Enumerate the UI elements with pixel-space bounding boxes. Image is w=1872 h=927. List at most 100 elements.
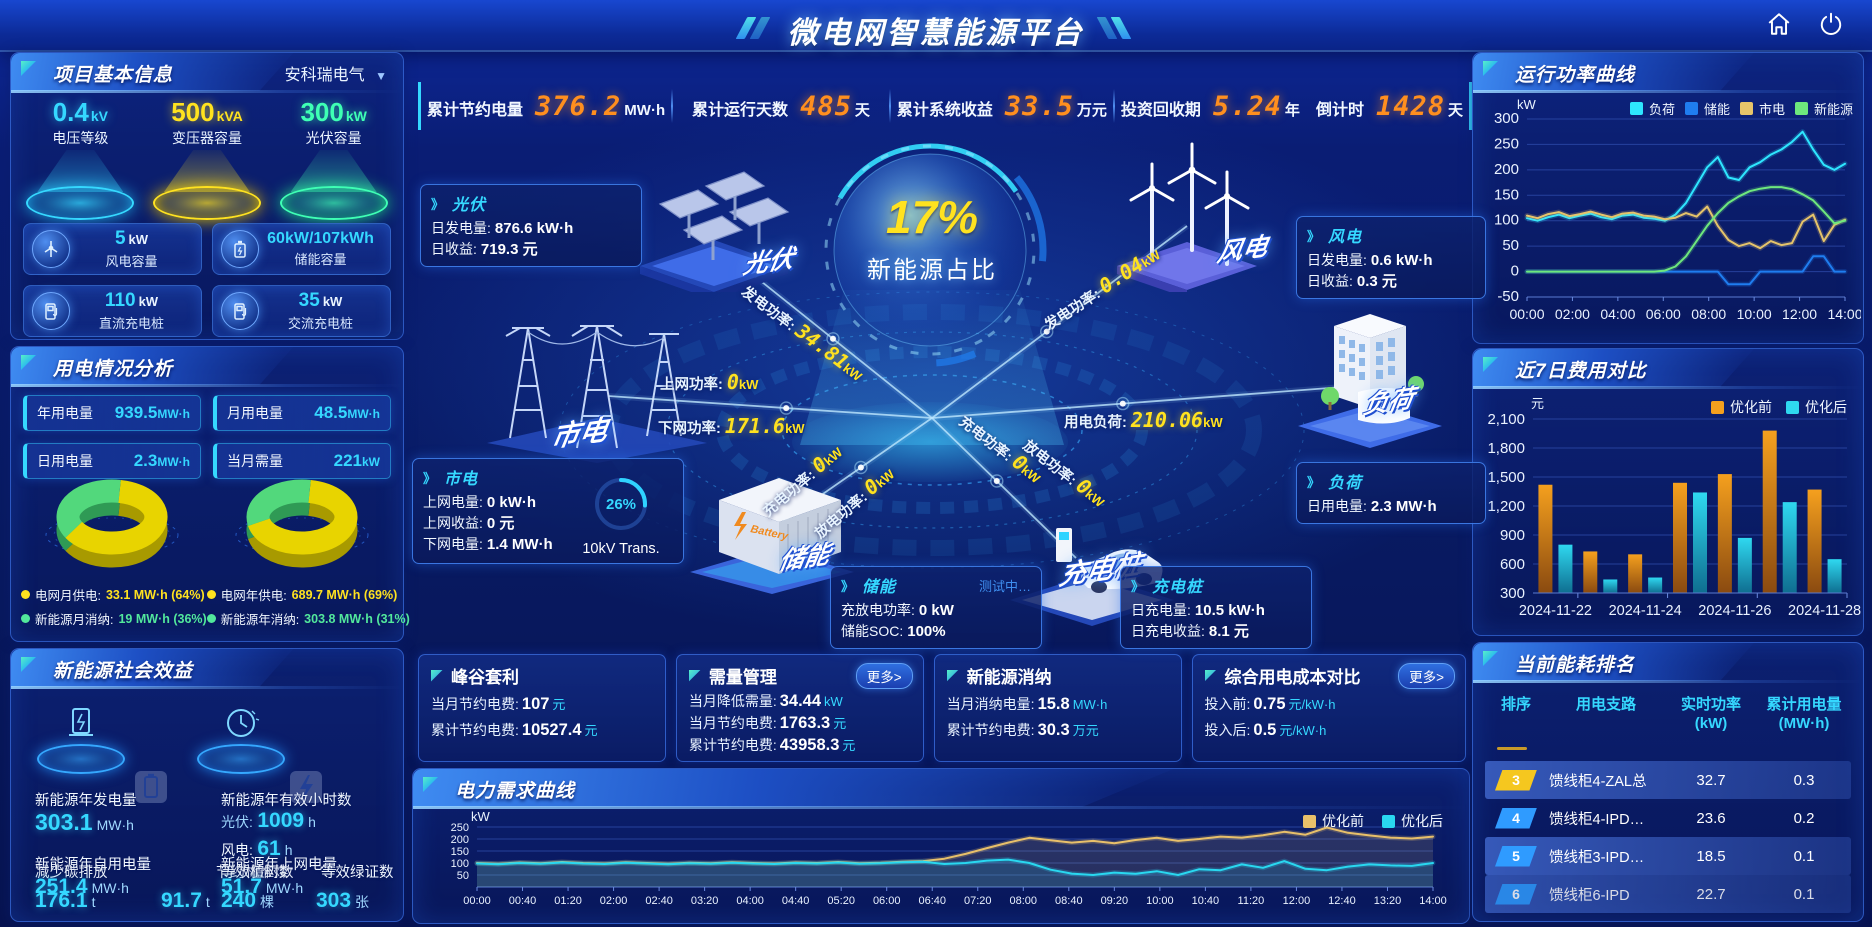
legend-item[interactable]: 负荷	[1629, 99, 1675, 118]
company-select[interactable]: 安科瑞电气 ▼	[285, 61, 387, 85]
svg-text:100: 100	[1494, 212, 1519, 229]
svg-text:10:40: 10:40	[1192, 895, 1220, 907]
legend-item[interactable]: 优化后	[1786, 397, 1847, 417]
legend-label: 优化前	[1322, 813, 1364, 829]
svg-text:01:20: 01:20	[554, 895, 582, 907]
legend-label: 负荷	[1648, 102, 1675, 117]
y-axis-label: kW	[471, 809, 490, 824]
value: 176.1	[35, 889, 88, 912]
svg-text:50: 50	[1502, 237, 1519, 254]
value: 0 kW·h	[486, 494, 537, 511]
stat-unit: kW	[138, 294, 159, 309]
table-row[interactable]: 4 馈线柜4-IPD… 23.6 0.2	[1485, 799, 1851, 837]
pill-value: 939.5	[114, 403, 158, 422]
legend-item[interactable]: 市电	[1739, 99, 1785, 118]
table-row[interactable]: 6 馈线柜6-IPD 22.7 0.1	[1485, 875, 1851, 913]
table-row[interactable]: 5 馈线柜3-IPD… 18.5 0.1	[1485, 837, 1851, 875]
gauge-value: 0.4	[52, 97, 89, 127]
pill-month-demand: 当月需量 221kW	[213, 443, 391, 479]
kpi-value: 376.2	[535, 90, 622, 122]
renewable-share-label: 新能源占比	[867, 257, 997, 284]
kpi-unit: 万元	[1076, 101, 1107, 119]
card-title: 需量管理	[708, 668, 777, 687]
panel-corner-icon	[21, 657, 36, 672]
legend-item[interactable]: 优化前	[1303, 811, 1364, 831]
donut-legend: 电网月供电: 33.1 MW·h (64%) 电网年供电: 689.7 MW·h (…	[21, 585, 410, 628]
gauge-beam	[163, 150, 250, 192]
legend-item[interactable]: 优化前	[1711, 397, 1772, 417]
svg-text:150: 150	[1494, 186, 1519, 203]
divider	[888, 89, 891, 123]
power-icon[interactable]	[1818, 11, 1844, 37]
charger-icon	[221, 292, 259, 330]
kpi-label: 累计节约电量	[427, 101, 524, 119]
svg-text:2024-11-28: 2024-11-28	[1788, 603, 1861, 619]
more-button[interactable]: 更多>	[1398, 663, 1455, 689]
gauge-base	[152, 186, 261, 220]
home-icon[interactable]	[1766, 11, 1792, 37]
svg-text:00:40: 00:40	[509, 895, 537, 907]
panel-title: 运行功率曲线	[1515, 65, 1636, 86]
power-grid-towers-icon	[482, 298, 712, 468]
legend-dot	[206, 590, 216, 599]
cost-legend: 优化前 优化后	[1711, 397, 1847, 417]
legend-swatch	[1786, 400, 1799, 414]
co2-value: 176.1 t	[35, 889, 95, 913]
gauge-base	[26, 186, 135, 220]
gauge-beam	[290, 150, 377, 192]
legend-item[interactable]: 优化后	[1382, 811, 1443, 831]
divider	[671, 89, 674, 123]
svg-text:02:00: 02:00	[600, 895, 628, 907]
chevron-icon: 》	[1131, 578, 1145, 594]
battery-storage-icon: Battery	[684, 460, 859, 600]
stat-wind-capacity: 5 kW 风电容量	[23, 223, 202, 275]
panel-title: 电力需求曲线	[455, 781, 576, 802]
gauge-label: 光伏容量	[305, 130, 362, 146]
svg-text:600: 600	[1500, 556, 1525, 573]
chevron-icon: 》	[1307, 474, 1321, 490]
run-power-legend: 负荷 储能 市电 新能源	[1629, 99, 1853, 118]
svg-text:900: 900	[1500, 527, 1525, 544]
stat-label: 直流充电桩	[98, 316, 164, 331]
kpi-value: 1428	[1375, 90, 1445, 122]
transformer-label: 10kV Trans.	[582, 541, 660, 557]
energy-flow-diagram: 17% 新能源占比 光伏	[412, 130, 1486, 652]
table-row[interactable]: 3 馈线柜4-ZAL总 32.7 0.3	[1485, 761, 1851, 799]
rank-badge: 4	[1495, 807, 1537, 829]
panel-header: 电力需求曲线	[413, 769, 1469, 809]
export-value: 51.7 MW·h	[221, 875, 303, 899]
stat-unit: kW	[128, 232, 149, 247]
svg-text:07:20: 07:20	[964, 895, 992, 907]
card-icon	[1204, 669, 1217, 682]
info-title: 充电桩	[1152, 579, 1204, 596]
key: 日用电量:	[1307, 498, 1367, 514]
legend-item[interactable]: 储能	[1684, 99, 1730, 118]
ess-info-box: 》储能 测试中… 充放电功率: 0 kW 储能SOC: 100%	[830, 566, 1042, 649]
benefit-cards: 峰谷套利 当月节约电费: 107 元 累计节约电费: 10527.4 元 需量管理 更多…	[418, 654, 1466, 762]
svg-text:06:00: 06:00	[873, 895, 901, 907]
wind-turbine-node-icon	[1112, 130, 1262, 298]
total-energy: 0.1	[1793, 847, 1815, 865]
branch-name: 馈线柜4-ZAL总	[1549, 773, 1647, 790]
kpi-unit: 年	[1284, 101, 1300, 119]
y-axis-label: kW	[1517, 97, 1536, 112]
panel-title: 新能源社会效益	[53, 661, 194, 682]
legend-value: 33.1 MW·h (64%)	[105, 587, 205, 602]
stat-ac-charger: 35 kW 交流充电桩	[212, 285, 391, 337]
legend-dot	[21, 590, 30, 599]
value: 0 元	[486, 515, 515, 532]
pill-unit: MW·h	[157, 407, 190, 421]
panel-project-info: 项目基本信息 安科瑞电气 ▼ 0.4 kV 电压等级 500 kVA 变压器容量 3…	[10, 52, 404, 340]
key: 充放电功率:	[841, 602, 915, 618]
unit: h	[308, 814, 316, 830]
value: 2.3 MW·h	[1370, 498, 1437, 515]
unit: MW·h	[96, 817, 134, 833]
gauge-label: 电压等级	[52, 130, 109, 146]
legend-item[interactable]: 新能源	[1794, 99, 1853, 118]
more-button[interactable]: 更多>	[855, 663, 913, 689]
svg-text:08:00: 08:00	[1691, 306, 1726, 322]
svg-text:13:20: 13:20	[1374, 895, 1402, 907]
branch-name: 馈线柜6-IPD	[1549, 887, 1630, 904]
value: 240	[221, 889, 257, 912]
gauge-pv-capacity: 300 kW 光伏容量	[275, 97, 393, 220]
